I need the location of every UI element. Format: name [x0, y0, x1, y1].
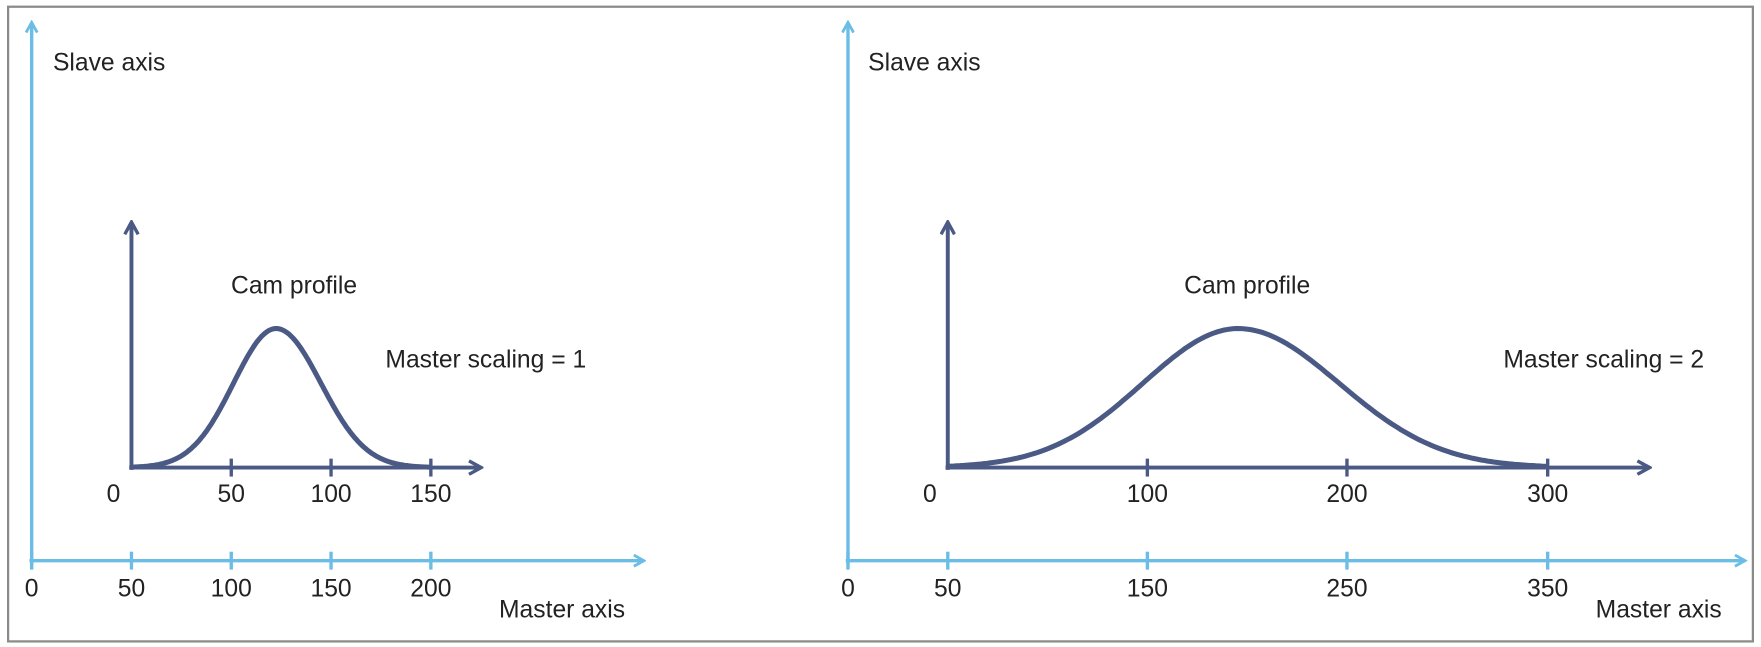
master-tick-label: 150	[310, 575, 351, 602]
profile-tick-label: 0	[107, 481, 121, 508]
frame	[6, 5, 1755, 643]
master-tick-label: 0	[25, 575, 39, 602]
master-tick-label: 350	[1527, 575, 1568, 602]
scaling-label: Master scaling = 1	[385, 347, 586, 374]
profile-tick-label: 200	[1326, 481, 1367, 508]
master-axis-label: Master axis	[499, 597, 625, 624]
profile-tick-label: 50	[218, 481, 245, 508]
master-axis-label: Master axis	[1596, 597, 1722, 624]
master-tick-label: 150	[1127, 575, 1168, 602]
cam-profile-label: Cam profile	[231, 273, 357, 300]
scaling-label: Master scaling = 2	[1503, 347, 1704, 374]
profile-tick-label: 300	[1527, 481, 1568, 508]
master-tick-label: 0	[841, 575, 855, 602]
profile-tick-label: 100	[1127, 481, 1168, 508]
profile-tick-label: 0	[923, 481, 937, 508]
master-tick-label: 250	[1326, 575, 1367, 602]
cam-profile-label: Cam profile	[1184, 273, 1310, 300]
profile-tick-label: 100	[310, 481, 351, 508]
cam-profile-curve	[131, 326, 432, 470]
master-tick-label: 200	[410, 575, 451, 602]
master-tick-label: 50	[118, 575, 145, 602]
profile-tick-label: 150	[410, 481, 451, 508]
cam-profile-curve	[947, 326, 1548, 469]
master-tick-label: 100	[211, 575, 252, 602]
slave-axis-label: Slave axis	[868, 49, 980, 76]
master-tick-label: 50	[934, 575, 961, 602]
slave-axis-label: Slave axis	[53, 49, 165, 76]
